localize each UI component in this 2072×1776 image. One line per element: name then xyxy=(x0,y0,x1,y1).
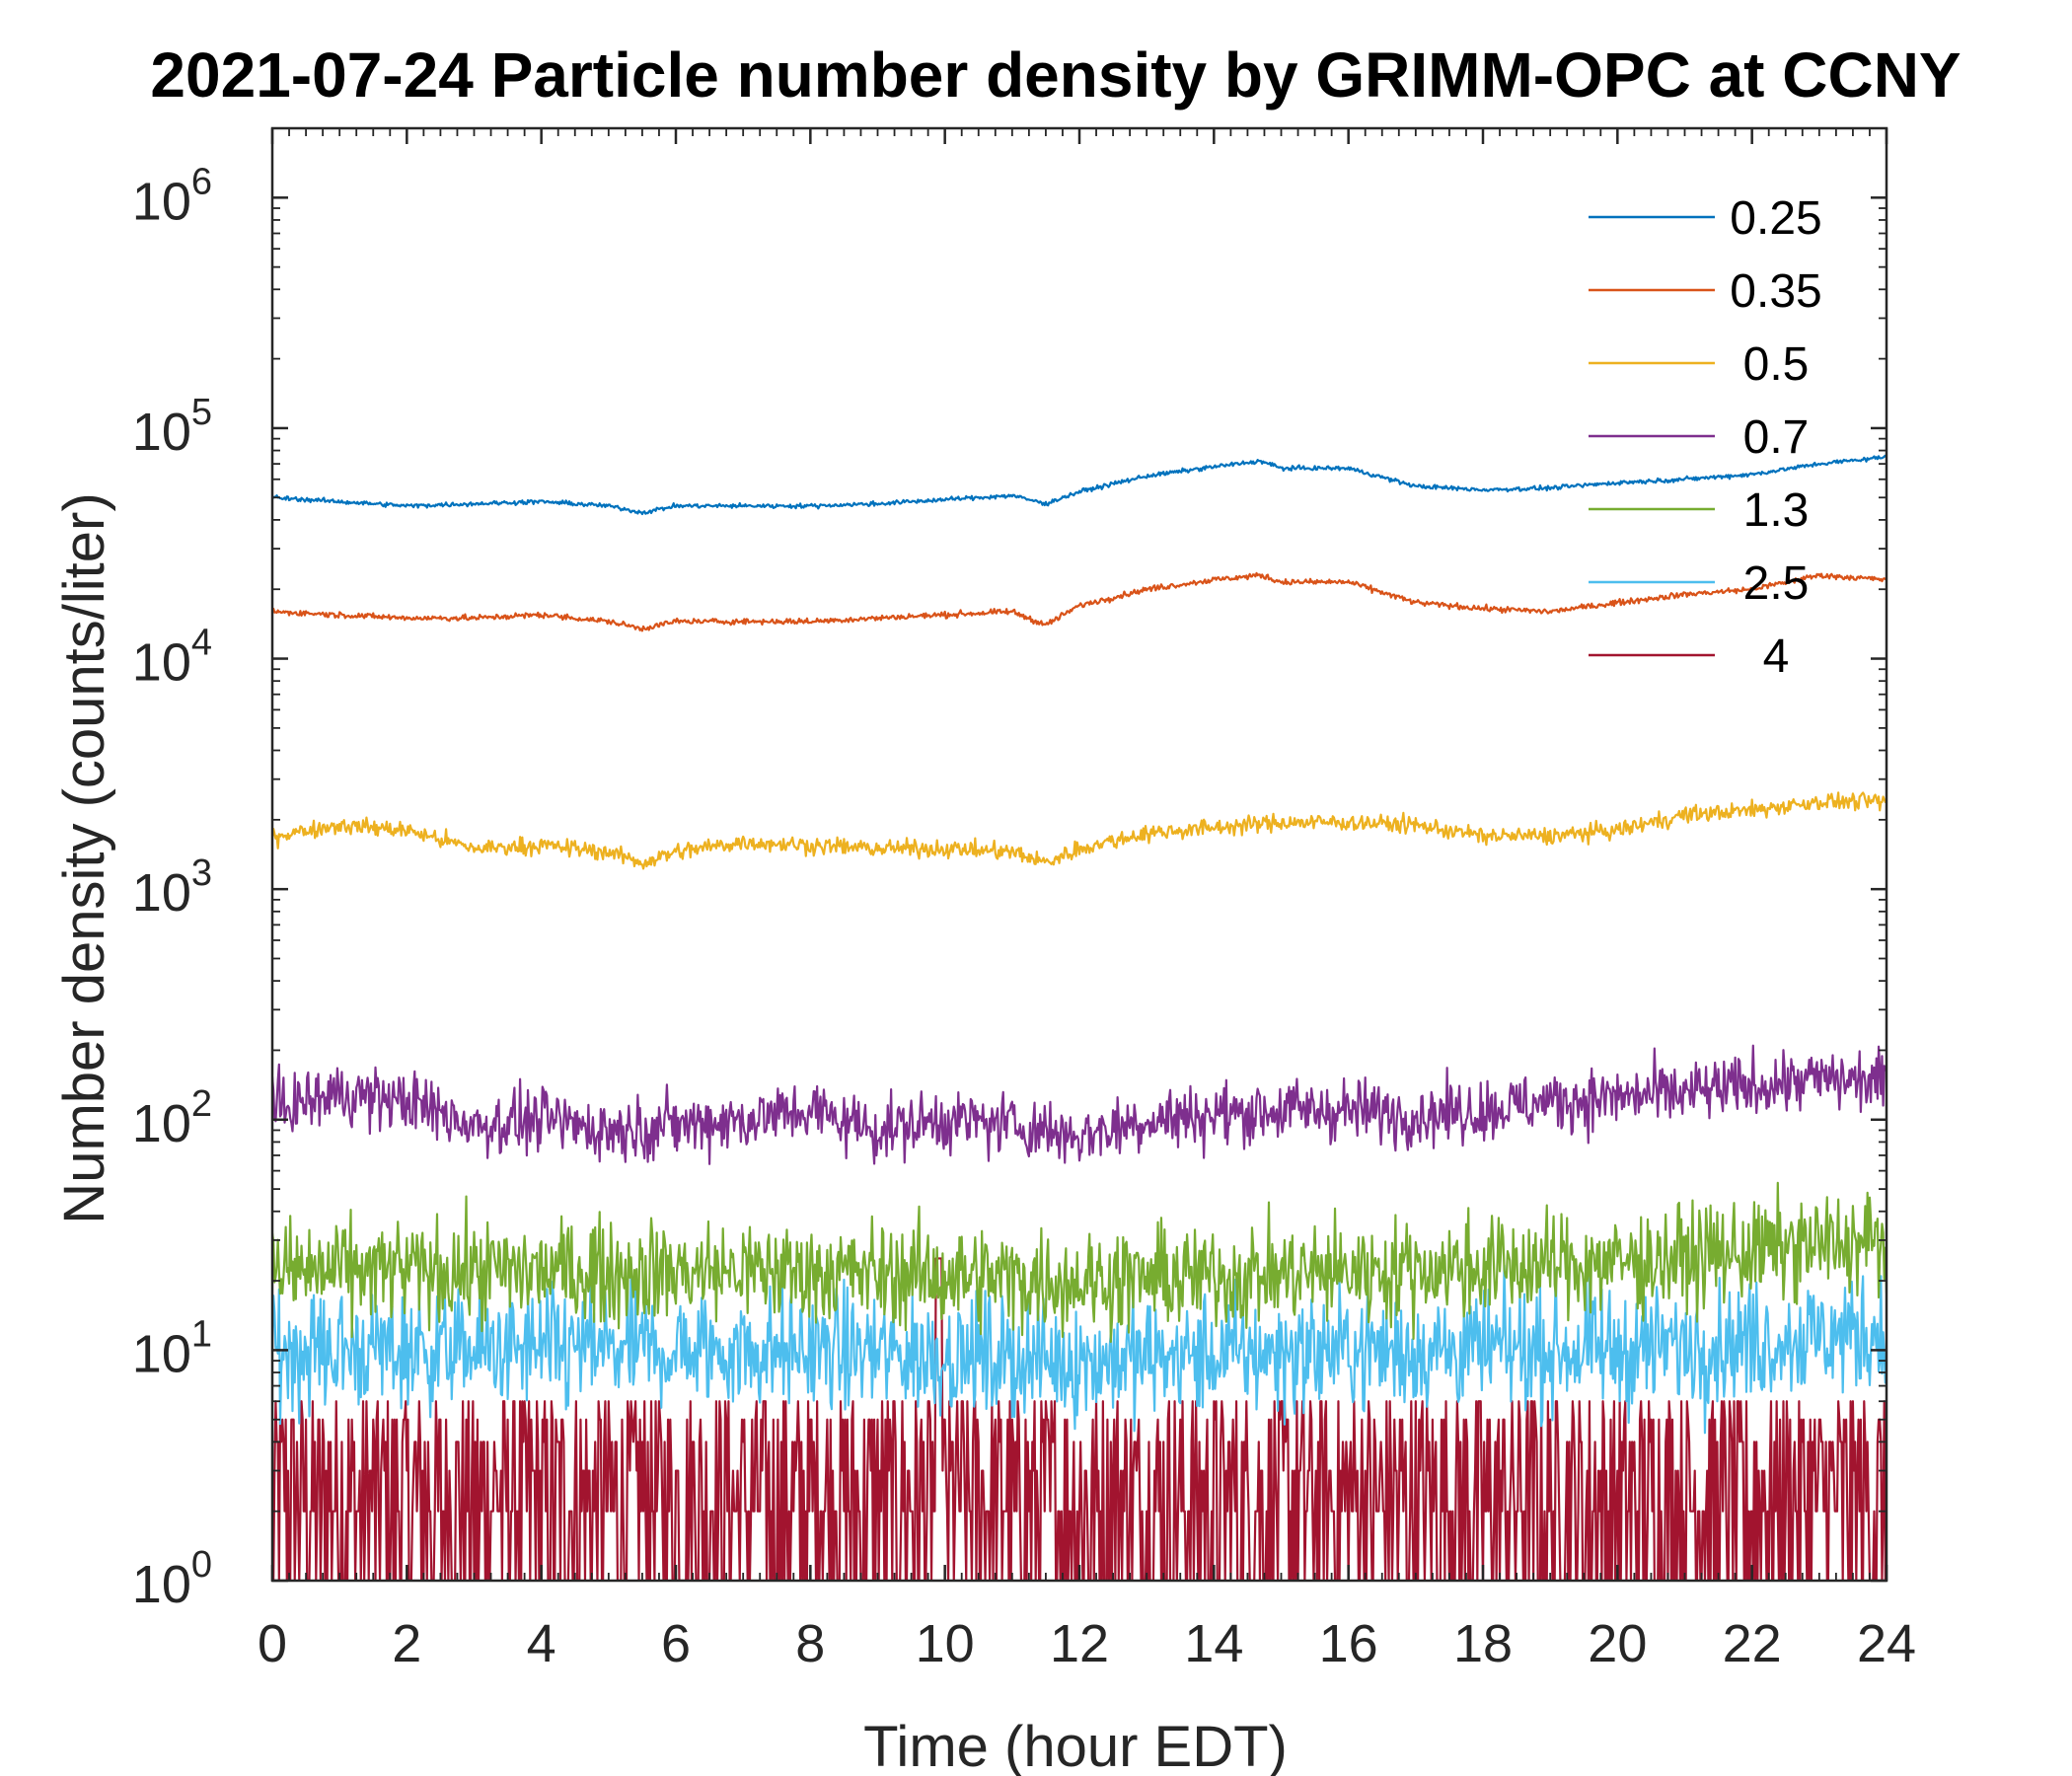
legend-item-1_3: 1.3 xyxy=(1589,484,1809,537)
x-tick-label: 12 xyxy=(1050,1614,1109,1673)
legend-label: 0.7 xyxy=(1743,411,1810,464)
legend-item-0_5: 0.5 xyxy=(1589,338,1809,391)
legend-label: 1.3 xyxy=(1743,484,1810,537)
y-tick-label: 103 xyxy=(132,852,212,923)
legend-item-4: 4 xyxy=(1589,630,1789,683)
legend-label: 4 xyxy=(1763,630,1790,683)
x-tick-label: 2 xyxy=(392,1614,421,1673)
legend-item-0_35: 0.35 xyxy=(1589,265,1822,318)
series-line-0_7 xyxy=(272,1044,1887,1165)
series-line-0_35 xyxy=(272,571,1887,632)
x-tick-label: 20 xyxy=(1588,1614,1647,1673)
x-tick-label: 0 xyxy=(258,1614,287,1673)
x-axis-label: Time (hour EDT) xyxy=(863,1715,1288,1776)
x-tick-label: 18 xyxy=(1453,1614,1513,1673)
legend-label: 2.5 xyxy=(1743,557,1810,610)
legend-item-0_7: 0.7 xyxy=(1589,411,1809,464)
y-tick-label: 104 xyxy=(132,623,212,693)
legend-label: 0.5 xyxy=(1743,338,1810,391)
y-tick-label: 101 xyxy=(132,1313,212,1383)
x-tick-label: 8 xyxy=(795,1614,825,1673)
series-line-0_5 xyxy=(272,791,1887,870)
legend-item-0_25: 0.25 xyxy=(1589,192,1822,245)
x-tick-label: 16 xyxy=(1319,1614,1378,1673)
x-tick-label: 4 xyxy=(527,1614,556,1673)
x-tick-label: 22 xyxy=(1723,1614,1782,1673)
series-line-0_25 xyxy=(272,454,1887,516)
chart-title: 2021-07-24 Particle number density by GR… xyxy=(150,39,1961,111)
series-line-4 xyxy=(272,1257,1887,1581)
legend: 0.25 0.35 0.5 0.7 1.3 2.5 4 xyxy=(1589,192,1822,683)
y-tick-label: 100 xyxy=(132,1544,212,1614)
axes-layer: 0 2 4 6 8 10 12 14 16 18 20 22 24 100101102103104105… xyxy=(132,126,1916,1673)
x-tick-label: 10 xyxy=(916,1614,975,1673)
series-line-1_3 xyxy=(272,1181,1887,1344)
series-line-2_5 xyxy=(272,1264,1887,1435)
y-tick-label: 102 xyxy=(132,1083,212,1153)
y-tick-label: 106 xyxy=(132,161,212,231)
legend-label: 0.35 xyxy=(1730,265,1821,318)
y-tick-label: 105 xyxy=(132,392,212,462)
legend-item-2_5: 2.5 xyxy=(1589,557,1809,610)
x-ticks: 0 2 4 6 8 10 12 14 16 18 20 22 24 xyxy=(258,128,1916,1673)
x-tick-label: 24 xyxy=(1857,1614,1916,1673)
x-tick-label: 6 xyxy=(661,1614,691,1673)
y-axis-label: Number density (counts/liter) xyxy=(52,492,116,1223)
series-layer xyxy=(272,454,1887,1581)
legend-label: 0.25 xyxy=(1730,192,1821,245)
y-ticks: 100 101 102 103 104 105 106 xyxy=(132,127,1887,1614)
x-tick-label: 14 xyxy=(1184,1614,1243,1673)
